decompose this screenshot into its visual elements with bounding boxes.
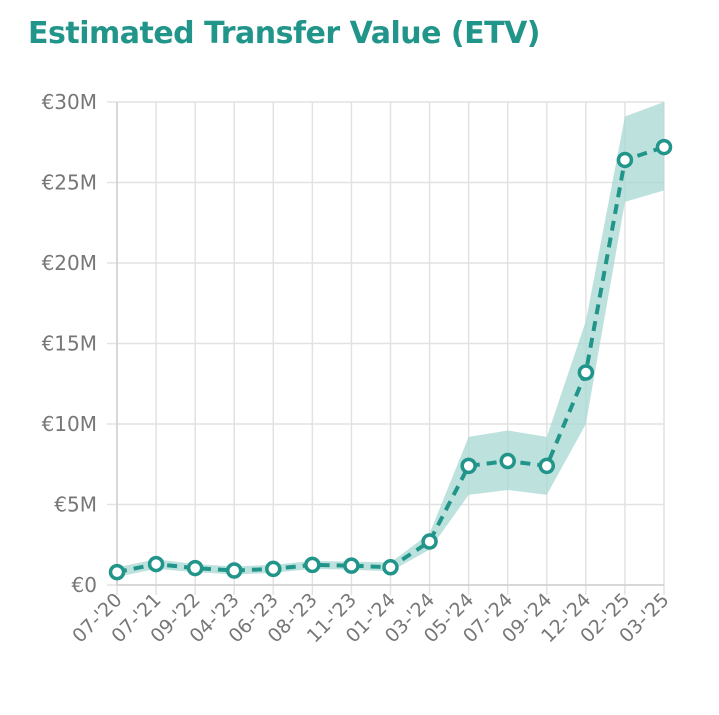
- data-point: [538, 457, 556, 475]
- data-point: [225, 562, 243, 579]
- data-point: [577, 364, 595, 381]
- data-point: [655, 138, 673, 156]
- band-layer: [117, 102, 664, 577]
- data-point: [265, 560, 282, 578]
- data-point: [147, 555, 165, 573]
- y-tick-label: €10M: [42, 412, 97, 436]
- y-axis-ticks: €0 €5M €10M €15M €20M €25M €30M: [42, 90, 97, 597]
- grid-layer: [107, 101, 665, 595]
- y-tick-label: €0: [72, 573, 97, 597]
- data-point: [382, 559, 399, 576]
- y-tick-label: €15M: [42, 332, 97, 356]
- y-tick-label: €5M: [54, 493, 97, 517]
- data-point: [421, 533, 438, 550]
- data-point: [304, 556, 321, 574]
- data-point: [186, 559, 204, 577]
- data-point: [108, 563, 126, 581]
- x-axis-ticks: 07-'2007-'2109-'2204-'2306-'2308-'2311-'…: [68, 589, 673, 647]
- data-point: [499, 452, 516, 470]
- y-tick-label: €30M: [42, 90, 97, 114]
- y-tick-label: €20M: [42, 251, 97, 275]
- y-tick-label: €25M: [42, 171, 97, 195]
- data-point: [460, 457, 477, 475]
- data-point: [343, 557, 360, 574]
- data-point: [616, 151, 634, 169]
- point-layer: [108, 138, 673, 581]
- etv-range-band: [117, 102, 664, 577]
- chart-title: Estimated Transfer Value (ETV): [28, 16, 541, 51]
